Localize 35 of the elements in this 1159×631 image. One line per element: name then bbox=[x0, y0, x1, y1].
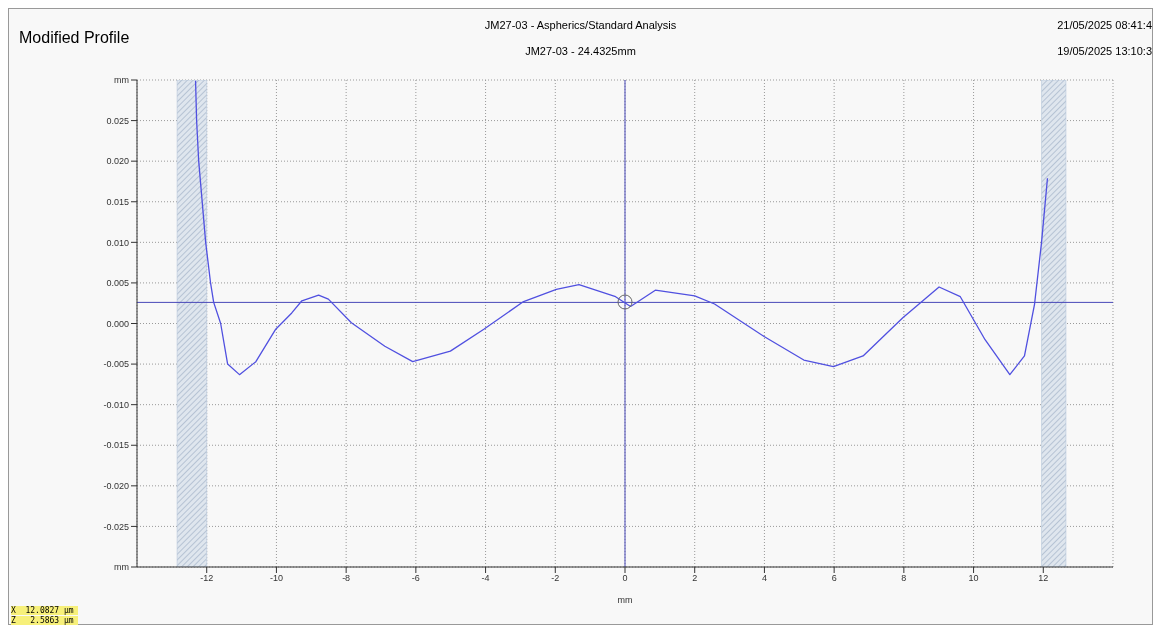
y-tick-label: 0.015 bbox=[106, 196, 129, 207]
x-tick-label: -12 bbox=[200, 573, 214, 584]
text: X 12.0827 µm bbox=[11, 606, 78, 615]
text: 21/05/2025 08:41:4 bbox=[1057, 19, 1152, 31]
x-tick-label: 8 bbox=[901, 573, 907, 584]
x-tick-label: 12 bbox=[1038, 573, 1049, 584]
y-tick-label: 0.005 bbox=[106, 278, 129, 289]
text: JM27-03 - 24.4325mm bbox=[525, 45, 636, 57]
x-tick-label: 4 bbox=[761, 573, 767, 584]
y-tick-label: 0.000 bbox=[106, 318, 129, 329]
text: 19/05/2025 13:10:3 bbox=[1057, 45, 1152, 57]
x-tick-label: -10 bbox=[269, 573, 283, 584]
y-tick-label: -0.025 bbox=[103, 521, 129, 532]
y-tick-label: mm bbox=[114, 75, 129, 86]
y-tick-label: 0.020 bbox=[106, 156, 129, 167]
y-tick-label: 0.025 bbox=[106, 115, 129, 126]
x-tick-label: -2 bbox=[551, 573, 560, 584]
y-tick-label: -0.010 bbox=[103, 399, 129, 410]
x-tick-label: -8 bbox=[342, 573, 351, 584]
text: Z 2.5863 µm bbox=[11, 616, 78, 625]
x-tick-label: 0 bbox=[622, 573, 628, 584]
x-tick-label: 6 bbox=[831, 573, 837, 584]
chart-subtitle: JM27-03 - Aspherics/Standard Analysis bbox=[484, 19, 677, 31]
x-tick-label: -4 bbox=[481, 573, 490, 584]
chart-title: Modified Profile bbox=[19, 29, 130, 47]
y-tick-label: -0.005 bbox=[103, 359, 129, 370]
y-tick-label: -0.015 bbox=[103, 440, 129, 451]
x-tick-label: 2 bbox=[692, 573, 698, 584]
y-tick-label: -0.020 bbox=[103, 481, 129, 492]
x-axis-title: mm bbox=[617, 595, 633, 605]
x-tick-label: 10 bbox=[968, 573, 979, 584]
y-tick-label: 0.010 bbox=[106, 237, 129, 248]
y-tick-label: mm bbox=[114, 562, 129, 573]
line-series bbox=[194, 80, 1049, 376]
x-tick-label: -6 bbox=[411, 573, 420, 584]
